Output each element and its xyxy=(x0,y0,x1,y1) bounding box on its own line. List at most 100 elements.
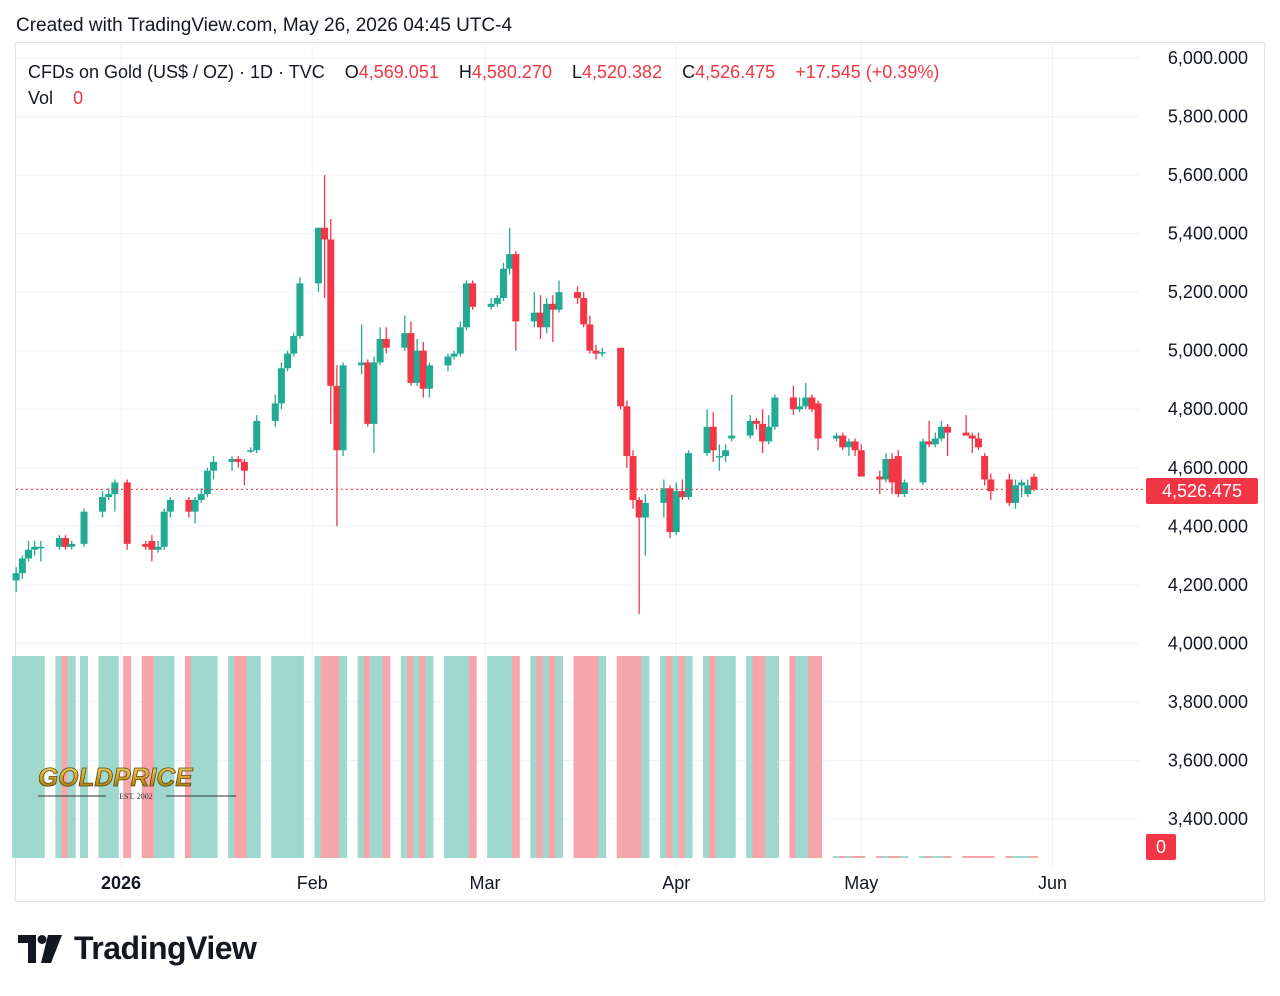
grid-lines xyxy=(16,43,1140,868)
candle-body xyxy=(401,333,409,348)
candle-body xyxy=(746,420,754,436)
volume-bar xyxy=(141,656,150,858)
x-tick-label: Apr xyxy=(662,873,690,893)
volume-bar xyxy=(240,656,249,858)
volume-bar xyxy=(382,656,391,858)
candle-body xyxy=(549,303,557,310)
volume-bar xyxy=(727,656,736,858)
candle-body xyxy=(277,368,285,404)
x-tick-label: Feb xyxy=(297,873,328,893)
volume-bar xyxy=(579,656,588,858)
open-label: O xyxy=(344,62,359,82)
volume-bar xyxy=(24,656,33,858)
watermark-name: GOLDPRICE xyxy=(38,762,193,792)
candle-body xyxy=(419,350,427,389)
volume-bar xyxy=(715,656,724,858)
volume-bar xyxy=(67,656,76,858)
candle-body xyxy=(876,476,884,480)
volume-bar xyxy=(616,656,625,858)
candle-body xyxy=(62,538,70,547)
volume-bar xyxy=(363,656,372,858)
candle-body xyxy=(469,283,477,307)
y-tick-label: 3,800.000 xyxy=(1168,692,1248,712)
y-tick-label: 4,600.000 xyxy=(1168,458,1248,478)
candle-body xyxy=(931,438,939,445)
volume-bar xyxy=(123,656,132,858)
volume-bar xyxy=(160,656,169,858)
candle-body xyxy=(296,283,304,337)
volume-bar xyxy=(462,656,471,858)
volume-bar xyxy=(1029,856,1038,858)
volume-bar xyxy=(758,656,767,858)
symbol-label[interactable]: CFDs on Gold (US$ / OZ) · 1D · TVC xyxy=(28,62,325,82)
candle-body xyxy=(808,397,816,410)
candle-body xyxy=(728,435,736,439)
volume-bar xyxy=(635,656,644,858)
volume-bar xyxy=(283,656,292,858)
candle-body xyxy=(789,397,797,410)
candle-body xyxy=(339,365,347,451)
high-label: H xyxy=(458,62,472,82)
close-value: 4,526.475 xyxy=(695,62,776,82)
candle-body xyxy=(456,327,464,354)
candle-body xyxy=(333,385,341,451)
candle-body xyxy=(660,488,668,503)
volume-bar xyxy=(1017,856,1026,858)
candle-body xyxy=(80,511,88,544)
volume-bar xyxy=(36,656,45,858)
candle-body xyxy=(814,403,822,439)
candle-body xyxy=(166,499,174,512)
candle-body xyxy=(894,456,902,495)
candle-body xyxy=(358,362,366,366)
candle-body xyxy=(25,549,33,559)
volume-bar xyxy=(832,856,841,858)
volume-bar xyxy=(857,856,866,858)
candle-body xyxy=(919,441,927,483)
candle-body xyxy=(271,403,279,421)
candle-body xyxy=(253,420,261,451)
candle-body xyxy=(580,298,588,325)
volume-bar xyxy=(295,656,304,858)
volume-bar xyxy=(12,656,21,858)
y-tick-label: 4,400.000 xyxy=(1168,516,1248,536)
volume-bar xyxy=(709,656,718,858)
candle-body xyxy=(752,420,760,424)
volume-bar xyxy=(30,656,39,858)
volume-bar xyxy=(61,656,70,858)
y-tick-label: 4,200.000 xyxy=(1168,575,1248,595)
volume-bar xyxy=(888,856,897,858)
candle-body xyxy=(641,502,649,518)
volume-bar xyxy=(801,656,810,858)
candle-body xyxy=(536,312,544,328)
vol-label[interactable]: Vol xyxy=(28,88,54,108)
x-tick-label: Mar xyxy=(469,873,500,893)
candle-body xyxy=(586,324,594,351)
candle-body xyxy=(703,426,711,454)
candle-body xyxy=(974,438,982,448)
candle-body xyxy=(765,426,773,442)
candle-body xyxy=(672,491,680,533)
y-tick-label: 5,200.000 xyxy=(1168,282,1248,302)
candle-body xyxy=(771,397,779,427)
volume-bar xyxy=(110,656,119,858)
candle-body xyxy=(123,482,131,544)
volume-bar xyxy=(369,656,378,858)
candle-body xyxy=(111,482,119,495)
volume-bar xyxy=(499,656,508,858)
volume-bar xyxy=(770,656,779,858)
volume-bar xyxy=(962,856,971,858)
tradingview-logo[interactable]: TradingView xyxy=(18,930,257,967)
open-value: 4,569.051 xyxy=(358,62,439,82)
y-tick-label: 4,000.000 xyxy=(1168,633,1248,653)
tradingview-logo-icon xyxy=(18,934,62,963)
volume-bar xyxy=(937,856,946,858)
volume-bar xyxy=(209,656,218,858)
volume-bar xyxy=(98,656,107,858)
volume-bar xyxy=(875,856,884,858)
volume-bar xyxy=(104,656,113,858)
volume-bar xyxy=(357,656,366,858)
volume-bar xyxy=(234,656,243,858)
candle-body xyxy=(31,546,39,550)
volume-bar xyxy=(166,656,175,858)
